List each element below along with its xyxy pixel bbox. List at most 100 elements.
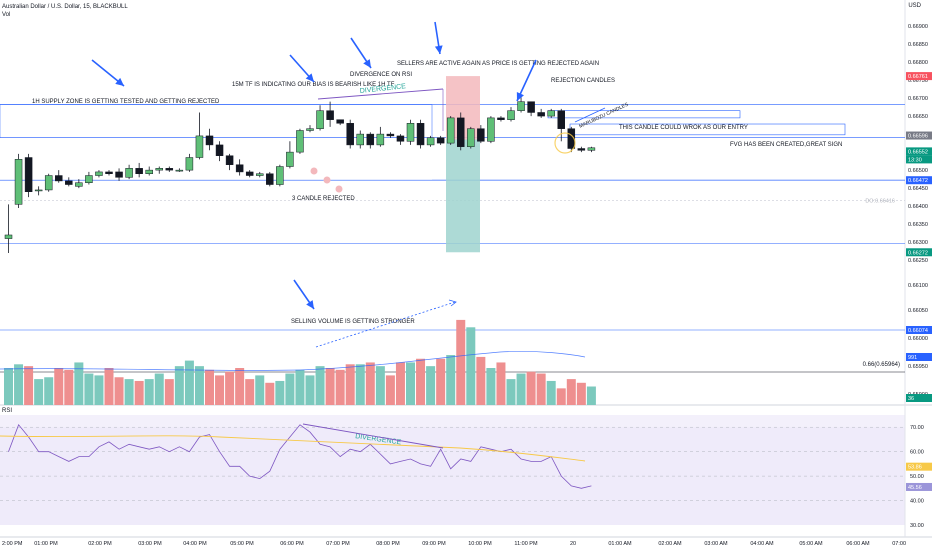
price-label-stop-bg <box>906 72 932 81</box>
volume-bar <box>184 360 194 405</box>
bias-text: 15M TF IS INDICATING OUR BIAS IS BEARISH… <box>232 82 395 88</box>
selling-volume-text: SELLING VOLUME IS GETTING STRONGER <box>291 319 415 325</box>
candle-body <box>346 123 354 146</box>
volume-bar <box>416 358 426 405</box>
price-label-countdown: 13:30 <box>908 157 922 163</box>
time-axis: 2:00 PM 01:00 PM 02:00 PM 03:00 PM 04:00 PM 0… <box>2 541 906 547</box>
volume-bar <box>265 382 275 405</box>
price-tick: 0.66700 <box>908 96 928 102</box>
candle-body <box>155 168 163 171</box>
rsi-label-ma: 53.86 <box>908 465 922 471</box>
candle-body <box>95 171 103 176</box>
price-label-last-bg <box>906 147 932 156</box>
volume-bar <box>24 366 34 405</box>
price-label-entry-bg <box>906 176 932 185</box>
candle-body <box>215 144 224 156</box>
symbol-title[interactable]: Australian Dollar / U.S. Dollar, 15, BLA… <box>2 4 128 10</box>
volume-bar <box>104 368 114 405</box>
price-label-target-bg <box>906 248 932 257</box>
volume-bar <box>154 373 164 405</box>
candle-body <box>376 133 385 146</box>
price-tick: 0.66250 <box>908 258 928 264</box>
time-tick: 08:00 PM <box>376 541 400 547</box>
time-tick: 2:00 PM <box>2 541 23 547</box>
candle-body <box>477 128 485 142</box>
price-label-countdown-bg <box>906 155 932 164</box>
price-tick: 0.66350 <box>908 222 928 228</box>
volume-label-value-bg <box>906 394 932 402</box>
volume-tick: 0.66050 <box>908 308 928 314</box>
grid-lines <box>0 0 932 538</box>
time-tick: 01:00 PM <box>34 541 58 547</box>
volume-label-level-bg <box>906 326 932 334</box>
candle-body <box>356 133 364 146</box>
price-label-current: 0.66596 <box>908 134 928 140</box>
volume-bar <box>586 386 596 405</box>
candle-body <box>316 110 324 129</box>
candle-body <box>85 175 93 183</box>
volume-bars <box>0 319 596 405</box>
volume-bar <box>345 364 355 405</box>
volume-tick: 0.66100 <box>908 283 928 289</box>
candle-body <box>587 147 596 151</box>
volume-ma-label: 0.66(0.65964) <box>863 362 900 368</box>
volume-bar <box>506 379 516 405</box>
price-label-entry: 0.66472 <box>908 178 928 184</box>
time-tick: 04:00 PM <box>183 541 207 547</box>
vol-indicator-label[interactable]: Vol <box>2 12 11 18</box>
volume-bar <box>365 362 375 405</box>
candle-body <box>436 137 445 144</box>
volume-bar <box>34 379 44 405</box>
time-tick: 09:00 PM <box>422 541 446 547</box>
volume-bar <box>486 368 496 405</box>
price-tick: 0.66300 <box>908 240 928 246</box>
volume-bar <box>315 366 325 405</box>
time-tick: 06:00 PM <box>280 541 304 547</box>
time-tick: 11:00 PM <box>514 541 538 547</box>
volume-bar <box>456 319 466 405</box>
rsi-label: RSI <box>2 408 12 414</box>
volume-bar <box>205 369 214 405</box>
price-label-last: 0.66552 <box>908 149 928 155</box>
candle-body <box>366 133 375 146</box>
rejection-dot <box>310 167 318 175</box>
currency-label: USD <box>908 3 921 9</box>
rsi-plot <box>0 424 592 489</box>
arrow-sellers-head <box>434 45 443 54</box>
volume-tick: 0.65950 <box>908 364 928 370</box>
long-position-tool[interactable] <box>446 76 480 253</box>
volume-bar <box>566 379 576 405</box>
time-tick: 20 <box>570 541 576 547</box>
volume-label-ma: 991 <box>908 355 917 361</box>
arrow-volume-head <box>306 300 314 309</box>
candle-body <box>65 180 73 185</box>
volume-bar <box>64 369 74 405</box>
arrow-supply-head <box>115 77 124 86</box>
fvg-text: FVG HAS BEEN CREATED,GREAT SIGN <box>730 142 842 148</box>
chart-header: Australian Dollar / U.S. Dollar, 15, BLA… <box>2 3 128 19</box>
volume-bar <box>225 371 235 405</box>
arrow-divergence-head <box>363 59 371 68</box>
candle-body <box>44 175 53 191</box>
fvg-highlight <box>554 132 576 154</box>
volume-bar <box>54 368 64 405</box>
rejection-text: REJECTION CANDLES <box>551 78 615 84</box>
time-tick: 10:00 PM <box>468 541 492 547</box>
arrow-rejection-head <box>516 92 524 101</box>
candlesticks <box>4 96 596 253</box>
volume-ma-curve <box>0 351 586 371</box>
time-tick: 07:00 <box>892 541 906 547</box>
divergence-main-text: DIVERGENCE <box>359 83 406 95</box>
volume-label-value: 36 <box>908 396 914 402</box>
candle-body <box>165 168 174 171</box>
divergence-rsi-text: DIVERGENCE ON RSI <box>350 72 412 78</box>
candle-body <box>386 133 395 137</box>
price-tick: 0.66450 <box>908 186 928 192</box>
candle-body <box>34 189 43 192</box>
candle-body <box>557 110 565 129</box>
rsi-tick: 40.00 <box>910 499 924 505</box>
volume-bar <box>526 371 536 405</box>
entry-candle-box <box>547 110 741 119</box>
candle-body <box>336 119 344 124</box>
